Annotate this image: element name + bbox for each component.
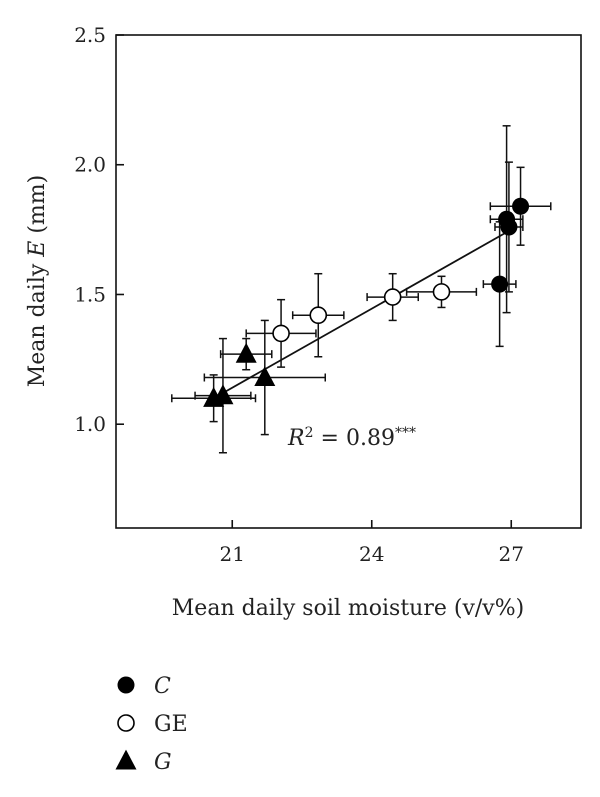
x-axis-label: Mean daily soil moisture (v/v%) (172, 596, 524, 621)
plot-frame (115, 34, 582, 529)
data-point-g (235, 342, 257, 363)
x-tick-label: 27 (499, 542, 524, 566)
annotation-value: = 0.89 (314, 426, 395, 451)
data-point-c (500, 218, 518, 236)
legend-marker-ge (117, 714, 135, 732)
annotation-superscript: 2 (305, 425, 314, 441)
legend: C GE G (115, 674, 188, 775)
y-tick-label: 2.0 (74, 153, 106, 177)
y-tick-label: 1.0 (74, 412, 106, 436)
data-point-ge (383, 288, 402, 306)
markers-layer (203, 197, 530, 407)
legend-label-c: C (154, 674, 171, 699)
legend-marker-c (117, 676, 135, 694)
x-tick-label: 24 (359, 542, 384, 566)
regression-line-layer (213, 228, 512, 400)
r-squared-annotation: R2 = 0.89*** (287, 425, 416, 451)
annotation-significance: *** (395, 425, 416, 441)
ticks-layer: 21 24 27 1.0 1.5 2.0 2.5 (74, 23, 524, 566)
data-point-ge (272, 324, 290, 343)
y-axis-label-suffix: (mm) (25, 175, 50, 241)
legend-marker-g (115, 749, 137, 770)
data-point-g (254, 366, 276, 387)
data-point-c (512, 197, 530, 215)
legend-label-g: G (154, 750, 172, 775)
legend-label-ge: GE (154, 712, 188, 737)
data-point-ge (432, 283, 451, 301)
y-tick-label: 1.5 (74, 282, 106, 306)
y-axis-label-variable: E (25, 241, 50, 258)
data-point-g (212, 384, 234, 405)
annotation-variable: R (287, 426, 305, 451)
x-tick-label: 21 (220, 542, 245, 566)
y-axis-label: Mean daily E (mm) (25, 175, 50, 387)
data-point-ge (309, 306, 328, 325)
y-axis-label-prefix: Mean daily (25, 257, 50, 388)
y-tick-label: 2.5 (74, 23, 106, 47)
data-point-c (491, 275, 509, 293)
regression-line (213, 228, 512, 400)
